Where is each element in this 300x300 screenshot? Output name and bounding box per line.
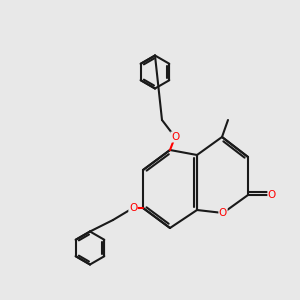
Text: O: O <box>129 203 137 213</box>
Text: O: O <box>268 190 276 200</box>
Text: O: O <box>219 208 227 218</box>
Text: O: O <box>171 132 179 142</box>
